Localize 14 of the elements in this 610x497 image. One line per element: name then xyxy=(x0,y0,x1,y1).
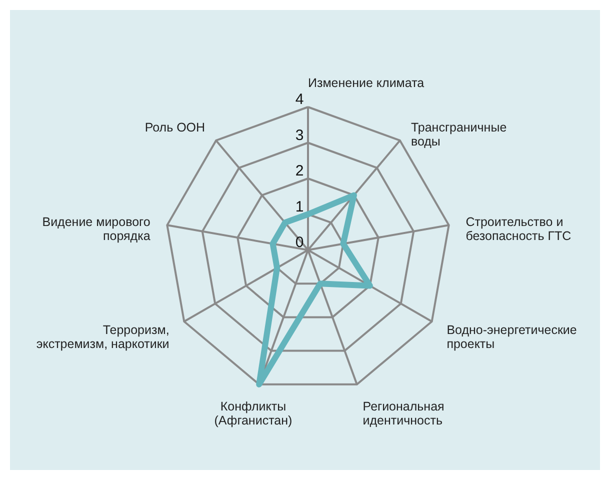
y-tick-label: 0 xyxy=(295,234,304,251)
y-tick-label: 4 xyxy=(295,91,304,108)
spoke-label: Региональная идентичность xyxy=(362,400,444,428)
spoke-label: Конфликты (Афганистан) xyxy=(214,400,292,428)
spoke-label: Изменение климата xyxy=(308,76,424,90)
y-tick-label: 3 xyxy=(295,126,304,144)
spoke-label: Видение мирового порядка xyxy=(42,215,150,244)
y-tick-label: 1 xyxy=(295,198,304,216)
y-tick-label: 2 xyxy=(295,162,304,180)
spoke-label: Водно-энергетические проекты xyxy=(446,323,577,352)
spoke-label: Трансграничные воды xyxy=(410,120,507,148)
spoke-label: Роль ООН xyxy=(144,120,206,134)
spoke-label: Терроризм, экстремизм, наркотики xyxy=(36,323,170,352)
spoke-label: Строительство и безопасность ГТС xyxy=(466,215,572,244)
